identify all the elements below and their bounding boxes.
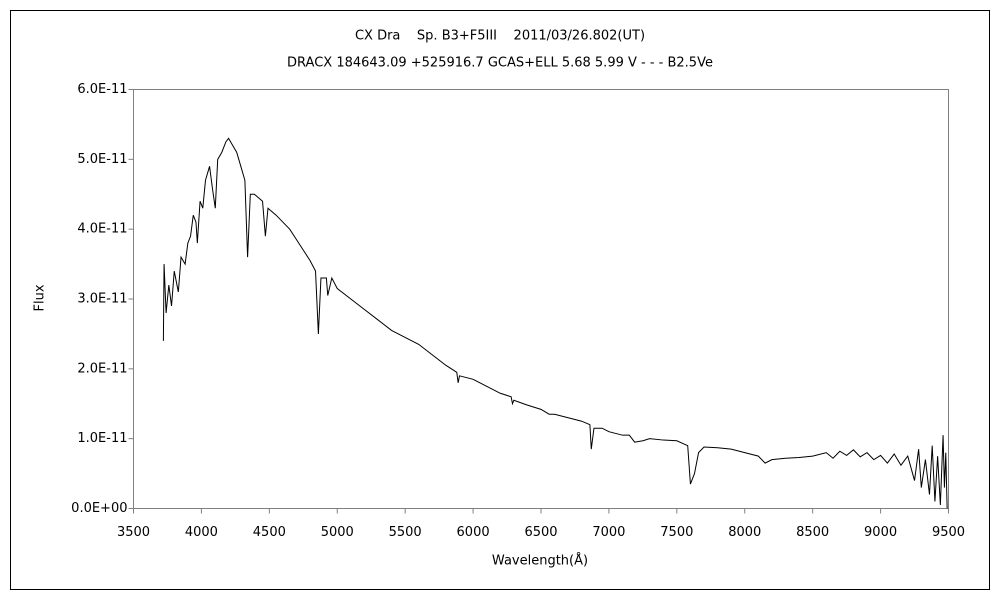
y-axis-label: Flux bbox=[33, 284, 48, 311]
x-tick-label: 9500 bbox=[932, 525, 965, 540]
x-axis-label: Wavelength(Å) bbox=[492, 553, 588, 569]
x-tick-label: 6000 bbox=[457, 525, 490, 540]
x-tick-label: 7000 bbox=[592, 525, 625, 540]
y-tick-label: 1.0E-11 bbox=[77, 431, 127, 446]
y-tick-label: 2.0E-11 bbox=[77, 361, 127, 376]
x-tick-label: 7500 bbox=[660, 525, 693, 540]
chart-border bbox=[10, 10, 990, 590]
chart-subtitle: DRACX 184643.09 +525916.7 GCAS+ELL 5.68 … bbox=[287, 56, 713, 71]
y-tick-label: 3.0E-11 bbox=[77, 292, 127, 307]
x-tick-label: 4000 bbox=[185, 525, 218, 540]
y-tick-label: 4.0E-11 bbox=[77, 222, 127, 237]
x-tick-label: 6500 bbox=[524, 525, 557, 540]
chart-title: CX Dra Sp. B3+F5III 2011/03/26.802(UT) bbox=[355, 29, 645, 44]
y-tick-label: 0.0E+00 bbox=[71, 501, 127, 516]
x-tick-label: 4500 bbox=[253, 525, 286, 540]
y-tick-label: 5.0E-11 bbox=[77, 152, 127, 167]
x-tick-label: 8000 bbox=[728, 525, 761, 540]
x-tick-label: 3500 bbox=[117, 525, 150, 540]
spectrum-line bbox=[162, 137, 948, 509]
x-tick-label: 5500 bbox=[389, 525, 422, 540]
x-tick-label: 8500 bbox=[796, 525, 829, 540]
x-tick-label: 5000 bbox=[321, 525, 354, 540]
x-tick-label: 9000 bbox=[864, 525, 897, 540]
y-tick-label: 6.0E-11 bbox=[77, 82, 127, 97]
